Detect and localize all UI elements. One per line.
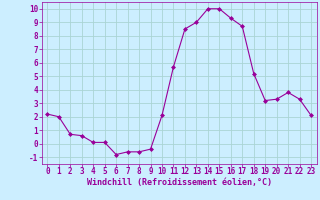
X-axis label: Windchill (Refroidissement éolien,°C): Windchill (Refroidissement éolien,°C) xyxy=(87,178,272,187)
